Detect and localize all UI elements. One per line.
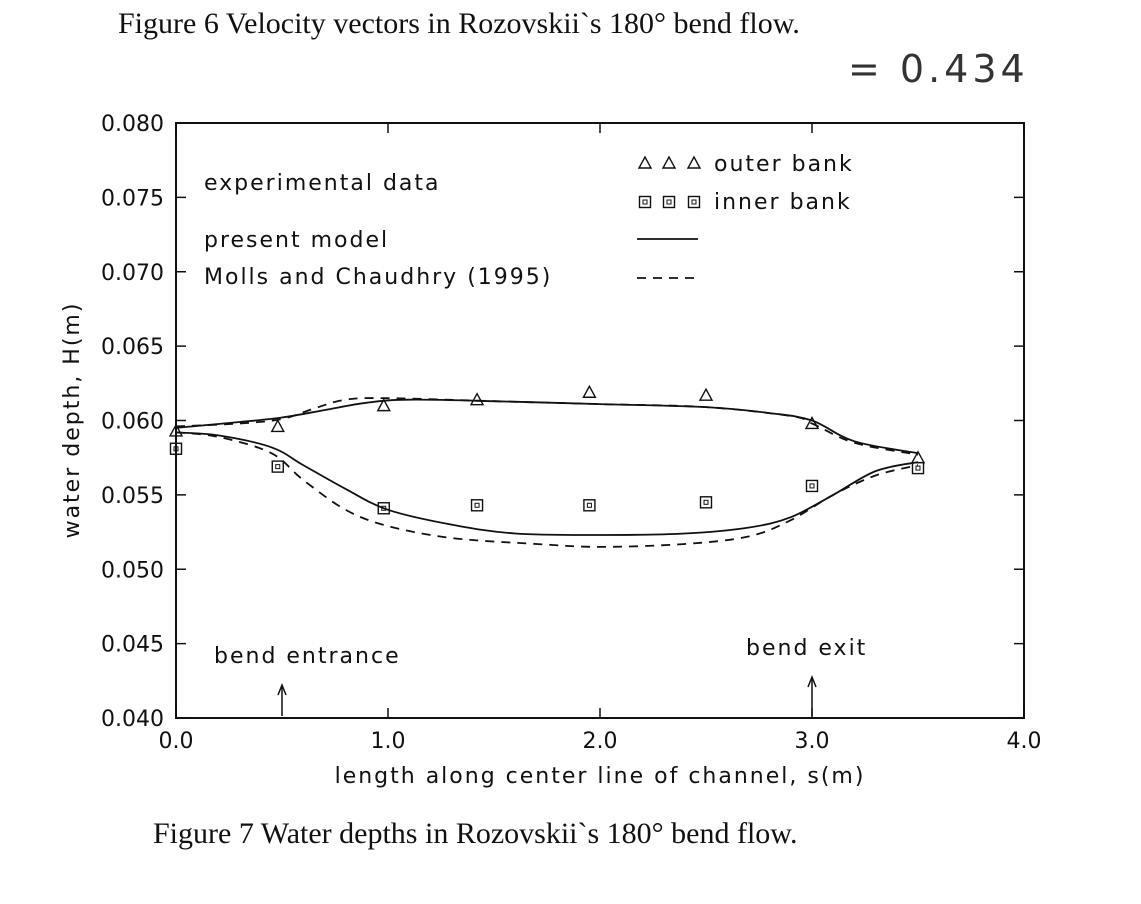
y-tick-label: 0.060 xyxy=(101,410,164,435)
outer-bank-data-point xyxy=(376,398,391,412)
legend-inner-marker xyxy=(662,195,676,209)
legend-outer-marker xyxy=(637,155,653,169)
outer-bank-data-point xyxy=(168,423,184,437)
legend-outer-label: outer bank xyxy=(714,152,854,177)
inner-bank-data-point xyxy=(377,502,390,515)
inner-bank-data-point xyxy=(699,496,713,509)
figure-6-caption: Figure 6 Velocity vectors in Rozovskii`s… xyxy=(118,7,800,40)
inner-bank-data-point xyxy=(470,499,484,512)
y-tick-label: 0.070 xyxy=(101,261,164,286)
molls-chaudhry-inner-bank-line xyxy=(175,431,919,548)
inner-bank-data-point xyxy=(271,460,284,473)
x-tick-label: 0.0 xyxy=(159,729,194,754)
figure-7-caption: Figure 7 Water depths in Rozovskii`s 180… xyxy=(153,817,798,850)
inner-bank-data-point xyxy=(805,479,819,493)
legend-model-label: present model xyxy=(204,228,389,253)
series-layer xyxy=(175,397,919,548)
annotation-layer: bend entrance bend exit xyxy=(214,636,867,716)
y-tick-label: 0.080 xyxy=(101,112,164,137)
bend-entrance-label: bend entrance xyxy=(214,644,401,669)
legend-outer-marker xyxy=(686,155,702,169)
legend: experimental data outer bank inner bank … xyxy=(204,152,854,290)
y-axis-label: water depth, H(m) xyxy=(60,302,85,539)
outer-bank-data-point xyxy=(582,384,597,398)
outer-bank-data-point xyxy=(469,392,485,406)
y-tick-label: 0.065 xyxy=(101,335,164,360)
legend-inner-marker xyxy=(687,195,701,209)
y-tick-label: 0.040 xyxy=(101,707,164,732)
outer-bank-data-point xyxy=(804,416,820,430)
y-tick-label: 0.050 xyxy=(101,558,164,583)
y-tick-label: 0.075 xyxy=(101,186,164,211)
legend-molls-label: Molls and Chaudhry (1995) xyxy=(204,265,552,290)
y-tick-label: 0.045 xyxy=(101,633,164,658)
legend-symbols xyxy=(637,155,702,279)
y-tick-label: 0.055 xyxy=(101,484,164,509)
handwritten-note: = 0.434 xyxy=(848,47,1029,91)
bend-entrance-arrow-head xyxy=(277,682,287,696)
x-axis-label: length along center line of channel, s(m… xyxy=(335,764,866,789)
inner-bank-data-point xyxy=(583,499,596,512)
bend-exit-label: bend exit xyxy=(746,636,867,661)
inner-bank-data-point xyxy=(169,442,183,455)
x-tick-label: 2.0 xyxy=(583,729,618,754)
marker-layer xyxy=(168,384,926,515)
molls-chaudhry-outer-bank-line xyxy=(175,397,919,456)
outer-bank-data-point xyxy=(698,387,714,401)
plot-frame xyxy=(175,122,1025,719)
plot-area: 0.0 1.0 2.0 3.0 4.0 0.040 0.045 0.050 0.055 0.06… xyxy=(101,112,1041,754)
x-tick-label: 4.0 xyxy=(1007,729,1042,754)
x-tick-label: 3.0 xyxy=(795,729,830,754)
legend-inner-label: inner bank xyxy=(714,190,852,215)
present-model-outer-bank-line xyxy=(175,398,919,455)
inner-bank-data-point xyxy=(911,461,925,475)
y-axis-ticks: 0.040 0.045 0.050 0.055 0.060 0.065 0.070 0.075… xyxy=(101,112,1024,732)
x-tick-label: 1.0 xyxy=(371,729,406,754)
legend-outer-marker xyxy=(661,155,677,169)
legend-inner-marker xyxy=(638,195,652,209)
x-axis-ticks: 0.0 1.0 2.0 3.0 4.0 xyxy=(159,123,1042,754)
legend-experimental-label: experimental data xyxy=(204,171,441,196)
outer-bank-data-point xyxy=(270,418,285,433)
bend-exit-arrow-head xyxy=(807,674,817,688)
